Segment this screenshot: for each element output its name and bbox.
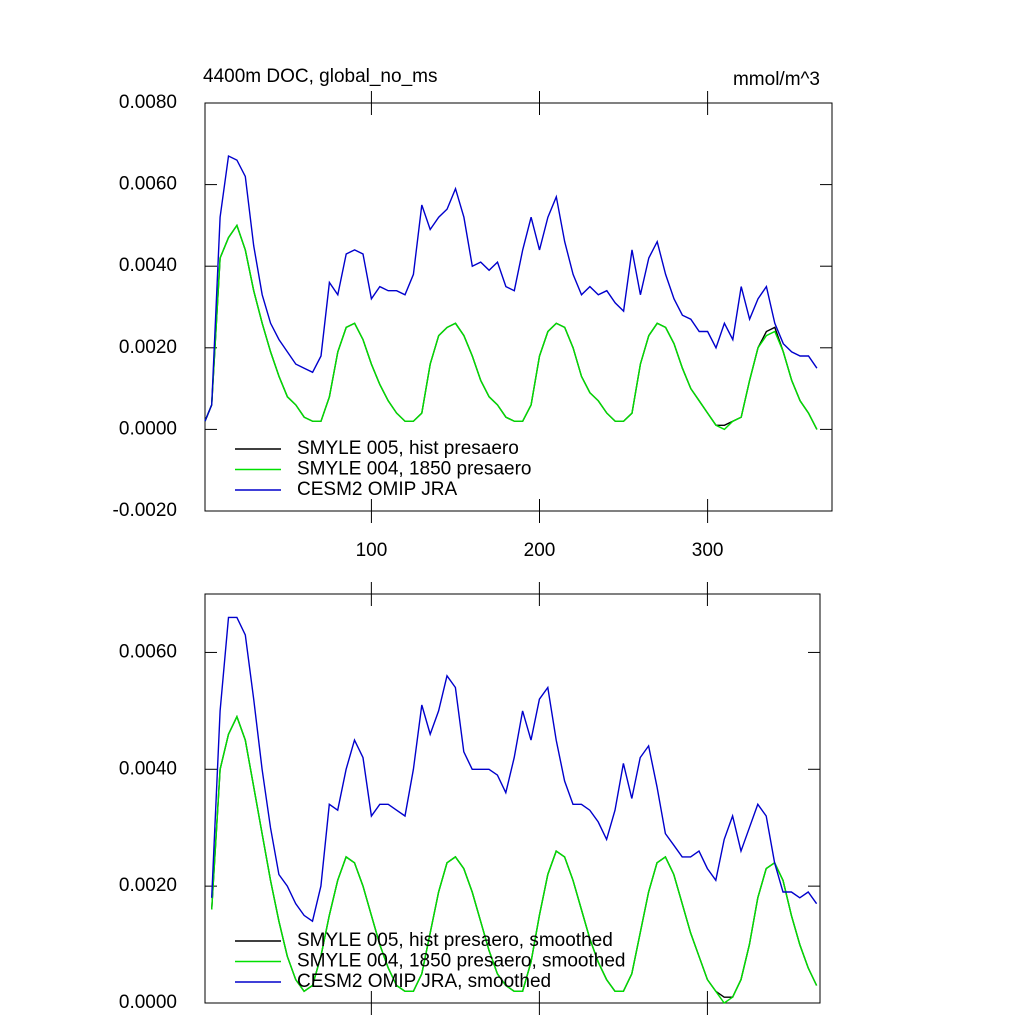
y-tick-label: 0.0000	[119, 992, 177, 1013]
plot-frame	[204, 593, 821, 1004]
x-tick-label: 100	[356, 540, 388, 561]
legend-label: SMYLE 004, 1850 presaero, smoothed	[297, 951, 625, 972]
legend-label: CESM2 OMIP JRA, smoothed	[297, 971, 551, 992]
y-tick-label: -0.0020	[113, 500, 177, 521]
y-tick-label: 0.0040	[119, 758, 177, 779]
series-line	[211, 714, 818, 1004]
y-tick-label: 0.0040	[119, 255, 177, 276]
y-tick-label: 0.0020	[119, 875, 177, 896]
y-tick-label: 0.0020	[119, 337, 177, 358]
series-line	[204, 223, 818, 430]
series-line	[204, 154, 818, 422]
series-line	[204, 223, 818, 431]
legend-label: CESM2 OMIP JRA	[297, 479, 457, 500]
x-tick-label: 200	[524, 540, 556, 561]
x-tick-label: 300	[692, 540, 724, 561]
plot-frame	[204, 102, 833, 512]
chart-title: 4400m DOC, global_no_ms	[203, 66, 437, 87]
y-tick-label: 0.0060	[119, 174, 177, 195]
y-tick-label: 0.0080	[119, 92, 177, 113]
legend-label: SMYLE 005, hist presaero, smoothed	[297, 930, 613, 951]
y-tick-label: 0.0000	[119, 418, 177, 439]
units-label: mmol/m^3	[733, 69, 820, 90]
series-line	[211, 616, 818, 923]
legend-label: SMYLE 004, 1850 presaero	[297, 459, 532, 480]
legend-label: SMYLE 005, hist presaero	[297, 438, 519, 459]
y-tick-label: 0.0060	[119, 641, 177, 662]
